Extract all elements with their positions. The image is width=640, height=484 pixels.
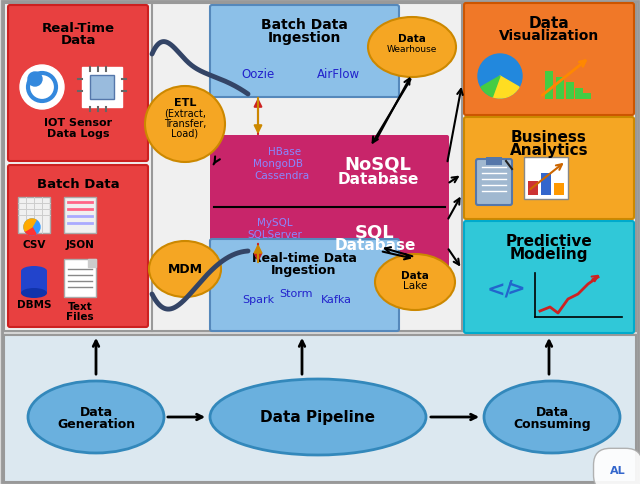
Text: Generation: Generation	[57, 417, 135, 430]
Text: >: >	[507, 279, 525, 300]
Text: Batch Data: Batch Data	[260, 18, 348, 32]
Text: Database: Database	[334, 238, 416, 253]
Text: Visualization: Visualization	[499, 29, 599, 43]
Wedge shape	[24, 220, 36, 231]
Text: Data: Data	[529, 16, 570, 31]
Text: Cassendra: Cassendra	[255, 171, 310, 181]
FancyBboxPatch shape	[476, 160, 512, 206]
Text: HBase: HBase	[268, 147, 301, 157]
Bar	[82, 68, 122, 108]
Text: Data: Data	[536, 405, 568, 418]
Bar	[545, 72, 553, 100]
Ellipse shape	[375, 255, 455, 310]
Text: DBMS: DBMS	[17, 300, 51, 309]
Bar	[554, 183, 564, 196]
Text: Batch Data: Batch Data	[36, 178, 119, 191]
Bar	[21, 272, 47, 293]
Bar	[4, 335, 636, 482]
Wedge shape	[492, 77, 519, 99]
Text: Transfer,: Transfer,	[164, 119, 206, 129]
Bar	[524, 158, 568, 199]
Bar	[90, 76, 114, 100]
FancyBboxPatch shape	[210, 240, 399, 332]
Bar	[583, 94, 591, 100]
Text: </: </	[486, 279, 513, 300]
Ellipse shape	[28, 381, 164, 453]
Text: Kafka: Kafka	[321, 294, 351, 304]
Text: CSV: CSV	[22, 240, 45, 249]
Text: Data Pipeline: Data Pipeline	[260, 409, 376, 424]
Text: Analytics: Analytics	[509, 143, 588, 158]
Ellipse shape	[149, 242, 221, 297]
Circle shape	[28, 73, 42, 87]
Ellipse shape	[368, 18, 456, 78]
Text: Business: Business	[511, 130, 587, 145]
Text: Data Logs: Data Logs	[47, 129, 109, 139]
Text: SQLServer: SQLServer	[248, 229, 303, 240]
Wedge shape	[481, 77, 500, 97]
Text: Modeling: Modeling	[509, 246, 588, 261]
Text: Database: Database	[337, 172, 419, 187]
Text: Consuming: Consuming	[513, 417, 591, 430]
Text: SQL: SQL	[355, 224, 395, 242]
Circle shape	[24, 220, 40, 236]
Text: Wearhouse: Wearhouse	[387, 45, 437, 54]
Text: Real-Time: Real-Time	[42, 22, 115, 35]
Wedge shape	[25, 227, 36, 236]
Text: Oozie: Oozie	[241, 68, 275, 81]
Text: AL: AL	[610, 465, 626, 475]
Ellipse shape	[210, 379, 426, 455]
Text: Data: Data	[79, 405, 113, 418]
FancyBboxPatch shape	[464, 222, 634, 333]
Text: MDM: MDM	[168, 263, 202, 276]
Text: Load): Load)	[172, 129, 198, 139]
Circle shape	[478, 55, 522, 99]
Text: NoSQL: NoSQL	[344, 156, 412, 174]
Text: ETL: ETL	[174, 98, 196, 108]
Text: Text: Text	[68, 302, 92, 311]
FancyBboxPatch shape	[8, 166, 148, 327]
FancyBboxPatch shape	[8, 6, 148, 162]
Text: Storm: Storm	[279, 288, 313, 298]
Text: IOT Sensor: IOT Sensor	[44, 118, 112, 128]
Text: (Extract,: (Extract,	[164, 109, 206, 119]
FancyBboxPatch shape	[464, 118, 634, 220]
Bar	[18, 197, 50, 233]
Text: AirFlow: AirFlow	[316, 68, 360, 81]
Ellipse shape	[145, 87, 225, 163]
Text: Real-time Data: Real-time Data	[252, 252, 356, 264]
Ellipse shape	[484, 381, 620, 453]
Text: JSON: JSON	[65, 240, 95, 249]
Bar	[566, 83, 574, 100]
Polygon shape	[88, 259, 96, 268]
Bar	[528, 182, 538, 196]
Bar	[556, 78, 564, 100]
Bar	[64, 259, 96, 297]
Ellipse shape	[21, 288, 47, 298]
Bar	[486, 158, 502, 166]
FancyBboxPatch shape	[210, 206, 449, 268]
Text: Spark: Spark	[242, 294, 274, 304]
Bar	[64, 197, 96, 233]
Text: Lake: Lake	[403, 280, 427, 290]
Bar	[541, 174, 551, 196]
Text: Data: Data	[398, 34, 426, 44]
Text: Predictive: Predictive	[506, 233, 593, 248]
Text: MySQL: MySQL	[257, 217, 293, 227]
Text: Ingestion: Ingestion	[271, 263, 337, 276]
Bar	[4, 4, 636, 332]
Text: Data: Data	[60, 34, 96, 47]
Circle shape	[20, 66, 64, 110]
FancyBboxPatch shape	[210, 136, 449, 212]
Text: Files: Files	[66, 311, 94, 321]
Bar	[575, 89, 583, 100]
Text: MongoDB: MongoDB	[253, 159, 303, 168]
FancyBboxPatch shape	[210, 6, 399, 98]
Text: Data: Data	[401, 271, 429, 280]
FancyBboxPatch shape	[464, 4, 634, 116]
Text: Ingestion: Ingestion	[268, 31, 340, 45]
Ellipse shape	[21, 267, 47, 276]
